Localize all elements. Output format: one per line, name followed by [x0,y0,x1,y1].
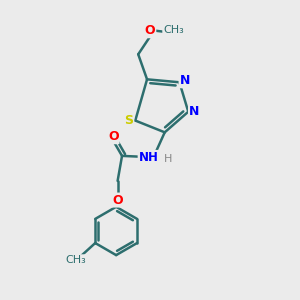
Text: NH: NH [139,151,158,164]
Text: O: O [108,130,119,143]
Text: O: O [112,194,123,207]
Text: S: S [124,114,133,127]
Text: H: H [164,154,172,164]
Text: N: N [189,105,200,118]
Text: CH₃: CH₃ [65,255,86,265]
Text: CH₃: CH₃ [163,25,184,35]
Text: N: N [180,74,190,87]
Text: O: O [145,24,155,37]
